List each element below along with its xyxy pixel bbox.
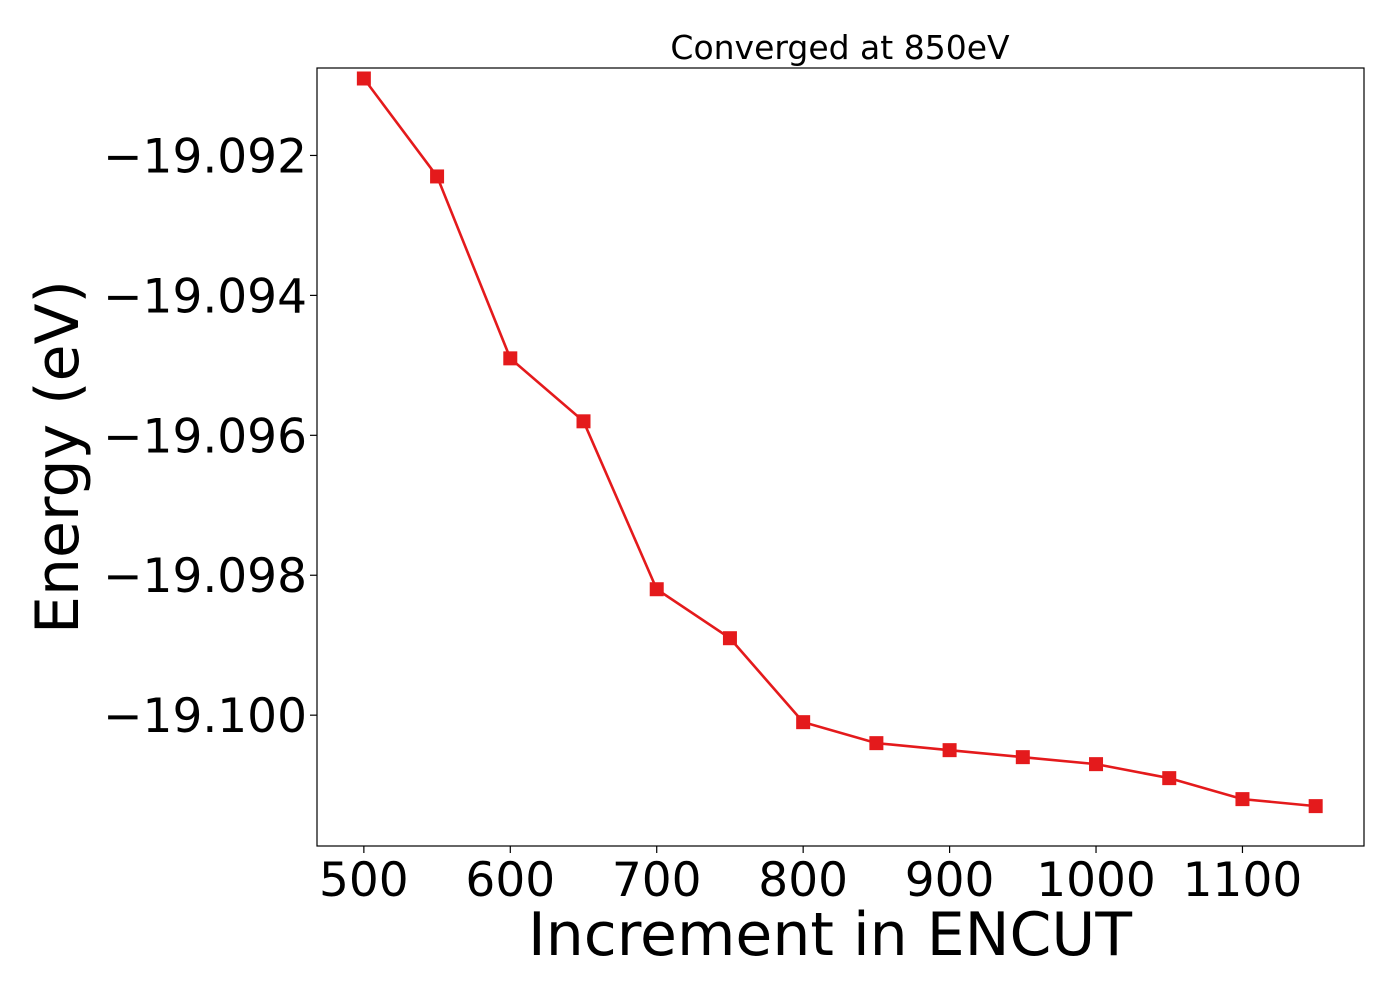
data-point-650 xyxy=(576,414,591,429)
data-point-700 xyxy=(649,582,664,597)
data-point-1050 xyxy=(1162,771,1177,786)
x-tick-label: 1000 xyxy=(1036,853,1156,908)
data-point-950 xyxy=(1015,750,1030,765)
y-tick-label: −19.094 xyxy=(103,269,307,324)
data-point-900 xyxy=(942,743,957,758)
data-point-550 xyxy=(430,169,445,184)
x-axis-label: Increment in ENCUT xyxy=(528,900,1132,970)
series-line xyxy=(362,77,1316,808)
x-tick-label: 1100 xyxy=(1183,853,1303,908)
data-point-600 xyxy=(503,351,518,366)
x-axis: 500 600 700 800 900 1000 1100 xyxy=(319,846,1302,908)
data-point-1100 xyxy=(1235,792,1250,807)
plot-area xyxy=(316,67,1365,847)
chart-title: Converged at 850eV xyxy=(670,28,1010,67)
data-point-800 xyxy=(796,715,811,730)
y-axis-label: Energy (eV) xyxy=(23,280,93,634)
x-tick-label: 900 xyxy=(905,853,995,908)
data-point-850 xyxy=(869,736,884,751)
series-layer xyxy=(356,71,1323,814)
y-tick-label: −19.096 xyxy=(103,409,307,464)
data-point-750 xyxy=(722,631,737,646)
x-tick-label: 500 xyxy=(319,853,409,908)
data-point-1000 xyxy=(1089,757,1104,772)
x-tick-label: 600 xyxy=(465,853,555,908)
y-axis: −19.092 −19.094 −19.096 −19.098 −19.100 xyxy=(103,129,317,744)
y-tick-label: −19.100 xyxy=(103,689,307,744)
x-tick-label: 800 xyxy=(758,853,848,908)
y-tick-label: −19.092 xyxy=(103,129,307,184)
data-point-500 xyxy=(356,71,371,86)
x-tick-label: 700 xyxy=(612,853,702,908)
data-point-1150 xyxy=(1308,799,1323,814)
y-tick-label: −19.098 xyxy=(103,549,307,604)
